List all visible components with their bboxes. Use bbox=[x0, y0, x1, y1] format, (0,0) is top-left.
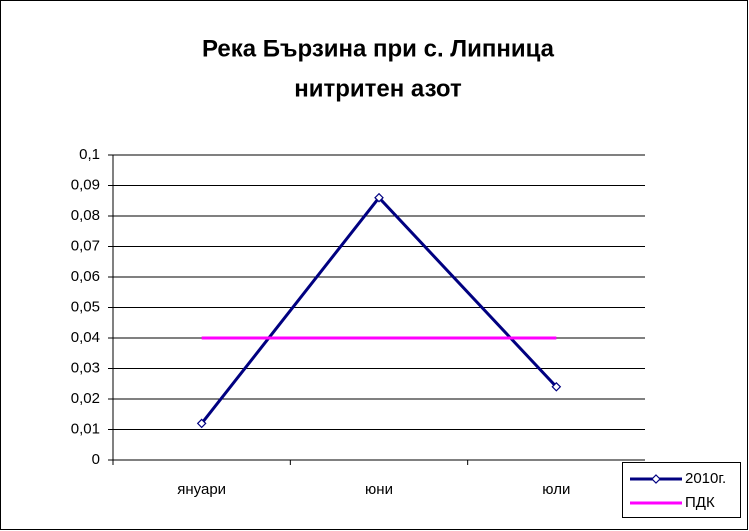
y-tick-label: 0,05 bbox=[71, 298, 100, 315]
legend-label: ПДК bbox=[685, 494, 715, 511]
marker bbox=[196, 418, 207, 429]
legend-label: 2010г. bbox=[685, 470, 726, 487]
y-tick-label: 0,08 bbox=[71, 207, 100, 224]
y-tick-label: 0,04 bbox=[71, 329, 100, 346]
marker bbox=[374, 192, 384, 203]
y-tick-label: 0,07 bbox=[71, 237, 100, 254]
y-tick-label: 0,09 bbox=[71, 176, 100, 193]
marker bbox=[551, 381, 562, 392]
x-tick-label: юни bbox=[365, 481, 393, 498]
chart-title: нитритен азот bbox=[294, 75, 462, 102]
y-tick-label: 0 bbox=[92, 451, 100, 468]
y-tick-label: 0,03 bbox=[71, 359, 100, 376]
y-tick-label: 0,1 bbox=[79, 146, 100, 163]
legend-box bbox=[622, 462, 741, 518]
y-tick-label: 0,01 bbox=[71, 420, 100, 437]
chart-title: Река Бързина при с. Липница bbox=[202, 35, 555, 62]
legend-marker bbox=[651, 474, 661, 484]
y-tick-label: 0,02 bbox=[71, 390, 100, 407]
y-tick-label: 0,06 bbox=[71, 268, 100, 285]
x-tick-label: юли bbox=[542, 481, 570, 498]
x-tick-label: януари bbox=[177, 481, 226, 498]
